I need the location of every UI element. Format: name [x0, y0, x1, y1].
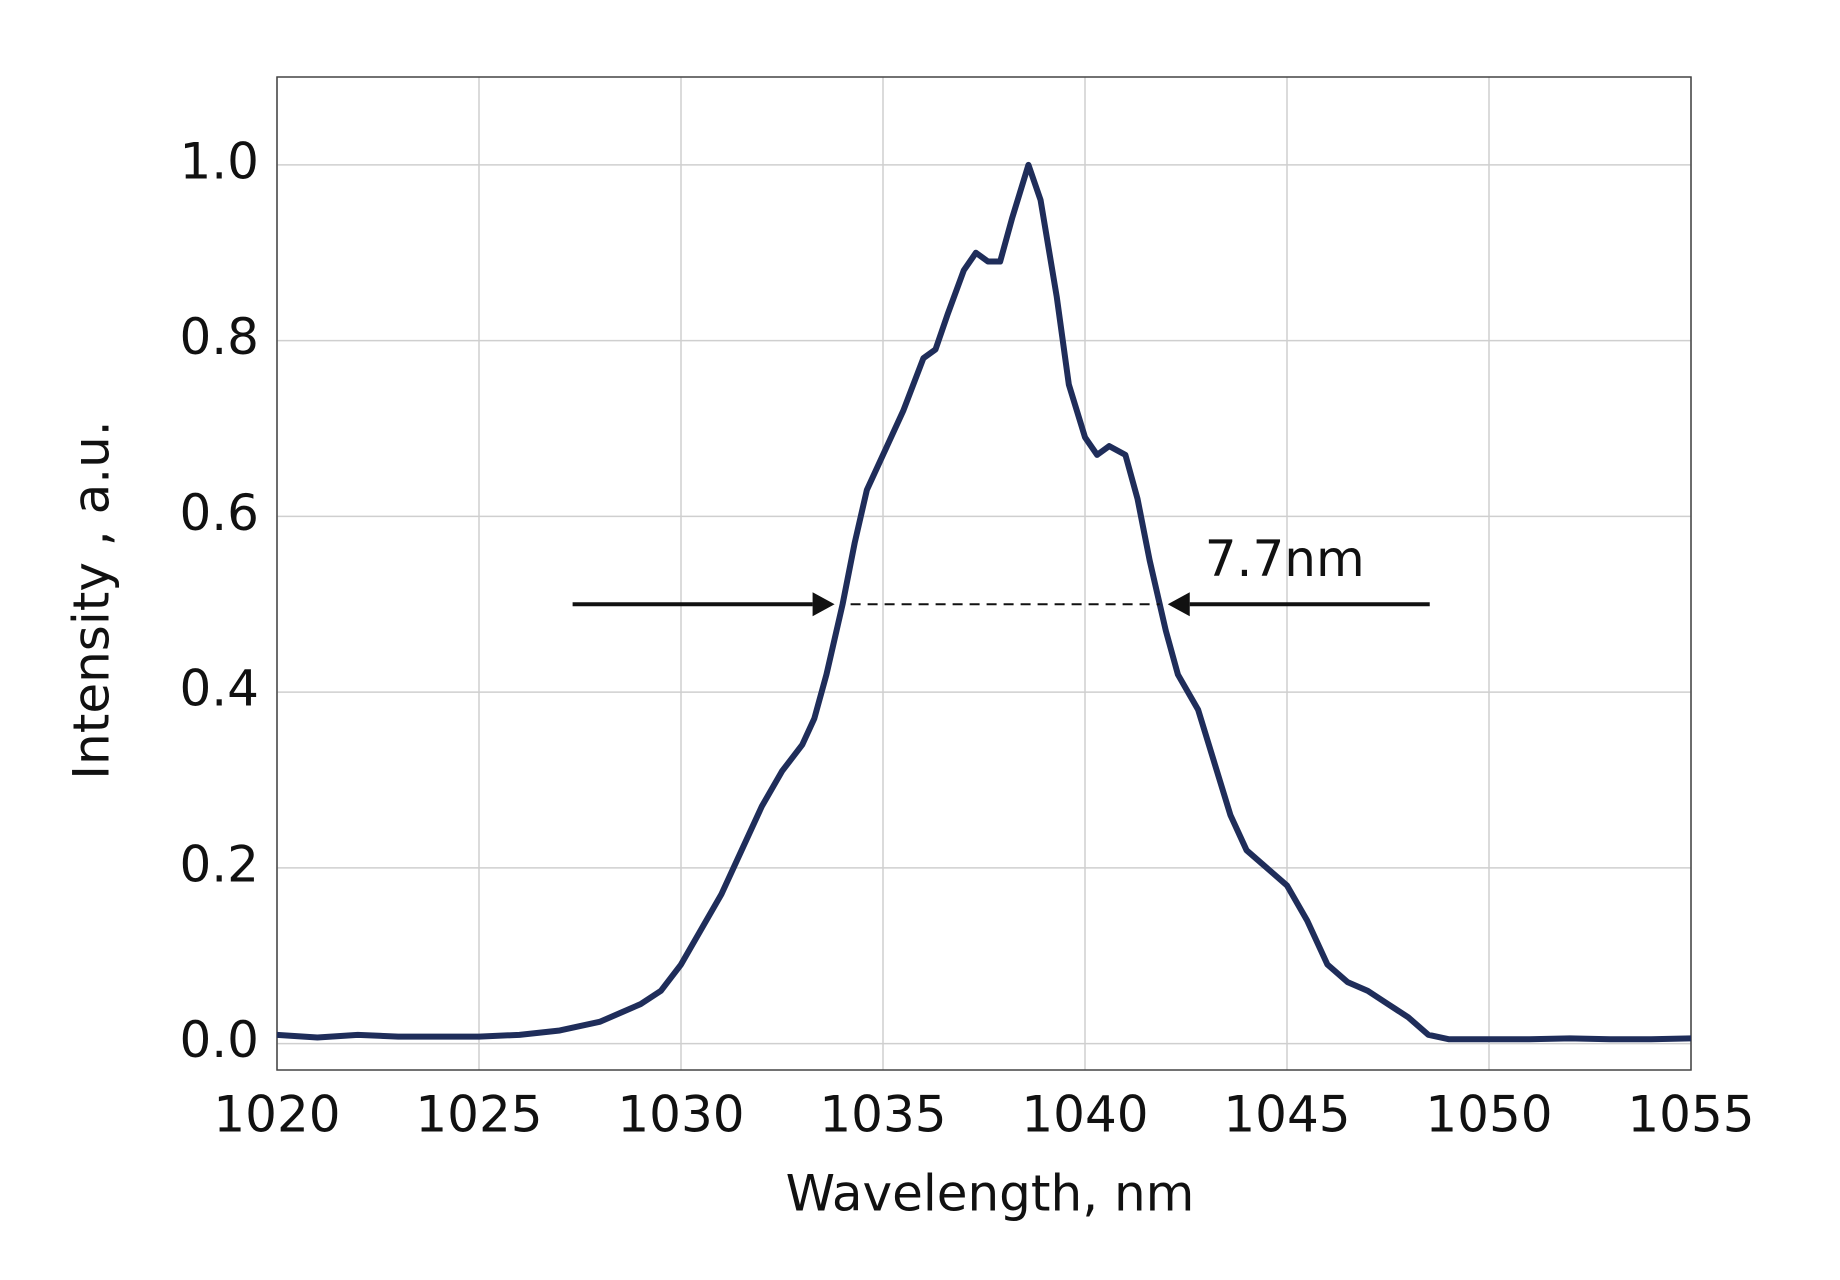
x-tick-label: 1045: [1223, 1086, 1350, 1144]
x-tick-label: 1050: [1425, 1086, 1552, 1144]
arrow-head: [812, 592, 835, 617]
y-tick-label: 0.6: [179, 484, 259, 542]
plot-frame: [276, 76, 1692, 1071]
x-tick-label: 1055: [1627, 1086, 1754, 1144]
y-tick-label: 0.8: [179, 308, 259, 366]
y-tick-label: 0.2: [179, 835, 259, 893]
x-tick-label: 1030: [617, 1086, 744, 1144]
data-line: [276, 161, 1692, 1043]
arrow-head: [1167, 592, 1190, 617]
y-tick-label: 0.0: [179, 1011, 259, 1069]
x-tick-label: 1040: [1021, 1086, 1148, 1144]
y-axis-label: Intensity , a.u.: [63, 420, 121, 779]
x-tick-label: 1035: [819, 1086, 946, 1144]
annotation: 7.7nm: [1205, 530, 1365, 588]
y-tick-label: 1.0: [179, 132, 259, 190]
x-axis-label: Wavelength, nm: [786, 1165, 1195, 1223]
y-tick-label: 0.4: [179, 660, 259, 718]
x-tick-label: 1020: [213, 1086, 340, 1144]
x-tick-label: 1025: [415, 1086, 542, 1144]
